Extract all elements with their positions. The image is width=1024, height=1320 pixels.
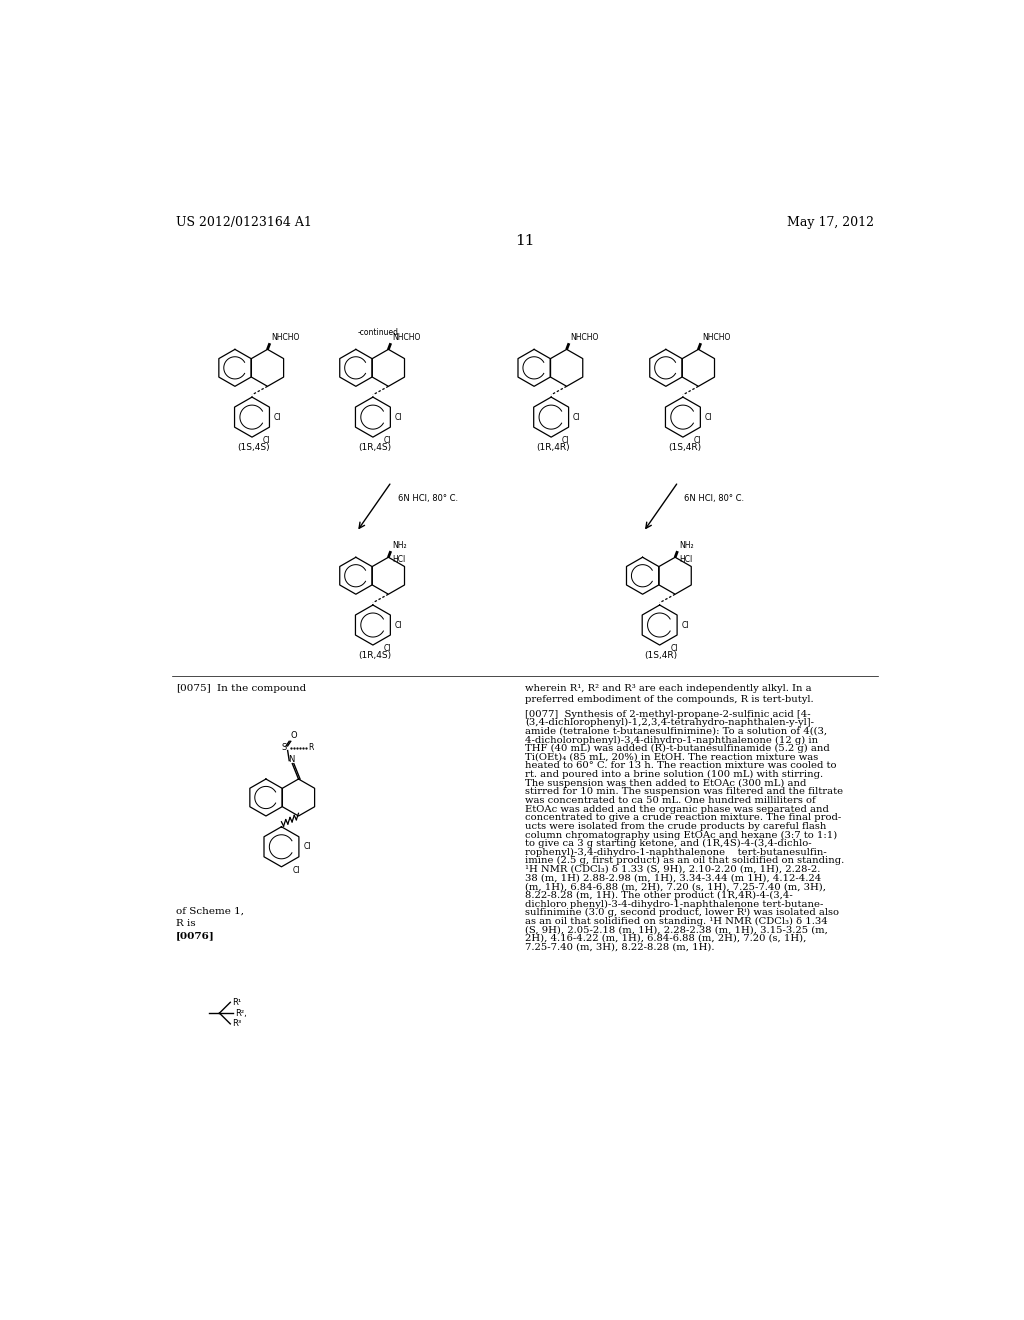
Text: sulfinimine (3.0 g, second product, lower Rⁱ) was isolated also: sulfinimine (3.0 g, second product, lowe…: [524, 908, 839, 917]
Text: was concentrated to ca 50 mL. One hundred milliliters of: was concentrated to ca 50 mL. One hundre…: [524, 796, 815, 805]
Text: as an oil that solidified on standing. ¹H NMR (CDCl₃) δ 1.34: as an oil that solidified on standing. ¹…: [524, 916, 827, 925]
Text: Ti(OEt)₄ (85 mL, 20%) in EtOH. The reaction mixture was: Ti(OEt)₄ (85 mL, 20%) in EtOH. The react…: [524, 752, 818, 762]
Text: Cl: Cl: [303, 842, 310, 851]
Text: THF (40 mL) was added (R)-t-butanesulfinamide (5.2 g) and: THF (40 mL) was added (R)-t-butanesulfin…: [524, 744, 829, 754]
Text: EtOAc was added and the organic phase was separated and: EtOAc was added and the organic phase wa…: [524, 805, 828, 813]
Text: Cl: Cl: [292, 866, 300, 875]
Text: HCl: HCl: [392, 554, 406, 564]
Text: [0075]: [0075]: [176, 684, 211, 693]
Text: R²,: R²,: [234, 1008, 247, 1018]
Text: Cl: Cl: [394, 620, 402, 630]
Text: 6N HCl, 80° C.: 6N HCl, 80° C.: [397, 494, 458, 503]
Text: (m, 1H), 6.84-6.88 (m, 2H), 7.20 (s, 1H), 7.25-7.40 (m, 3H),: (m, 1H), 6.84-6.88 (m, 2H), 7.20 (s, 1H)…: [524, 882, 825, 891]
Text: S: S: [282, 743, 287, 752]
Text: Cl: Cl: [572, 413, 581, 421]
Text: Cl: Cl: [681, 620, 689, 630]
Text: Cl: Cl: [273, 413, 282, 421]
Text: R¹: R¹: [231, 998, 241, 1007]
Text: 8.22-8.28 (m, 1H). The other product (1R,4R)-4-(3,4-: 8.22-8.28 (m, 1H). The other product (1R…: [524, 891, 793, 900]
Text: 4-dicholorophenyl)-3,4-dihydro-1-naphthalenone (12 g) in: 4-dicholorophenyl)-3,4-dihydro-1-naphtha…: [524, 735, 818, 744]
Text: In the compound: In the compound: [217, 684, 306, 693]
Text: -continued: -continued: [357, 329, 398, 337]
Text: (1R,4S): (1R,4S): [357, 651, 391, 660]
Text: ucts were isolated from the crude products by careful flash: ucts were isolated from the crude produc…: [524, 822, 826, 830]
Text: 2H), 4.16-4.22 (m, 1H), 6.84-6.88 (m, 2H), 7.20 (s, 1H),: 2H), 4.16-4.22 (m, 1H), 6.84-6.88 (m, 2H…: [524, 935, 806, 942]
Text: [0076]: [0076]: [176, 932, 215, 940]
Text: dichloro phenyl)-3-4-dihydro-1-naphthalenone tert-butane-: dichloro phenyl)-3-4-dihydro-1-naphthale…: [524, 899, 823, 908]
Text: Cl: Cl: [394, 413, 402, 421]
Text: R: R: [308, 743, 313, 752]
Text: NHCHO: NHCHO: [392, 334, 421, 342]
Text: Cl: Cl: [562, 436, 569, 445]
Text: (1S,4R): (1S,4R): [645, 651, 678, 660]
Text: to give ca 3 g starting ketone, and (1R,4S)-4-(3,4-dichlo-: to give ca 3 g starting ketone, and (1R,…: [524, 840, 811, 849]
Text: Cl: Cl: [384, 436, 391, 445]
Text: NHCHO: NHCHO: [702, 334, 731, 342]
Text: 38 (m, 1H) 2.88-2.98 (m, 1H), 3.34-3.44 (m 1H), 4.12-4.24: 38 (m, 1H) 2.88-2.98 (m, 1H), 3.34-3.44 …: [524, 874, 821, 883]
Text: NH₂: NH₂: [679, 541, 693, 549]
Text: (1R,4S): (1R,4S): [357, 444, 391, 453]
Text: Cl: Cl: [693, 436, 701, 445]
Text: [0077]  Synthesis of 2-methyl-propane-2-sulfinic acid [4-: [0077] Synthesis of 2-methyl-propane-2-s…: [524, 710, 810, 718]
Text: ¹H NMR (CDCl₃) δ 1.33 (S, 9H), 2.10-2.20 (m, 1H), 2.28-2.: ¹H NMR (CDCl₃) δ 1.33 (S, 9H), 2.10-2.20…: [524, 865, 820, 874]
Text: NH₂: NH₂: [392, 541, 407, 549]
Text: imine (2.5 g, first product) as an oil that solidified on standing.: imine (2.5 g, first product) as an oil t…: [524, 857, 844, 866]
Text: (3,4-dichlorophenyl)-1,2,3,4-tetrahydro-naphthalen-y-yl]-: (3,4-dichlorophenyl)-1,2,3,4-tetrahydro-…: [524, 718, 814, 727]
Text: 7.25-7.40 (m, 3H), 8.22-8.28 (m, 1H).: 7.25-7.40 (m, 3H), 8.22-8.28 (m, 1H).: [524, 942, 715, 952]
Text: NHCHO: NHCHO: [570, 334, 599, 342]
Text: Cl: Cl: [384, 644, 391, 653]
Text: Cl: Cl: [671, 644, 678, 653]
Text: R is: R is: [176, 919, 196, 928]
Text: 11: 11: [515, 234, 535, 248]
Text: (1S,4R): (1S,4R): [668, 444, 701, 453]
Text: concentrated to give a crude reaction mixture. The final prod-: concentrated to give a crude reaction mi…: [524, 813, 841, 822]
Text: amide (tetralone t-butanesulfinimine): To a solution of 4((3,: amide (tetralone t-butanesulfinimine): T…: [524, 727, 827, 737]
Text: N: N: [288, 755, 294, 764]
Text: O: O: [291, 731, 297, 741]
Text: Cl: Cl: [705, 413, 712, 421]
Text: (S, 9H), 2.05-2.18 (m, 1H), 2.28-2.38 (m, 1H), 3.15-3.25 (m,: (S, 9H), 2.05-2.18 (m, 1H), 2.28-2.38 (m…: [524, 925, 827, 935]
Text: rophenyl)-3,4-dihydro-1-naphthalenone    tert-butanesulfin-: rophenyl)-3,4-dihydro-1-naphthalenone te…: [524, 847, 826, 857]
Text: wherein R¹, R² and R³ are each independently alkyl. In a
preferred embodiment of: wherein R¹, R² and R³ are each independe…: [524, 684, 813, 705]
Text: 6N HCl, 80° C.: 6N HCl, 80° C.: [684, 494, 744, 503]
Text: stirred for 10 min. The suspension was filtered and the filtrate: stirred for 10 min. The suspension was f…: [524, 787, 843, 796]
Text: heated to 60° C. for 13 h. The reaction mixture was cooled to: heated to 60° C. for 13 h. The reaction …: [524, 762, 837, 771]
Text: of Scheme 1,: of Scheme 1,: [176, 907, 244, 916]
Text: (1R,4R): (1R,4R): [536, 444, 569, 453]
Text: NHCHO: NHCHO: [271, 334, 300, 342]
Text: (1S,4S): (1S,4S): [238, 444, 270, 453]
Text: column chromatography using EtOAc and hexane (3:7 to 1:1): column chromatography using EtOAc and he…: [524, 830, 837, 840]
Text: The suspension was then added to EtOAc (300 mL) and: The suspension was then added to EtOAc (…: [524, 779, 806, 788]
Text: May 17, 2012: May 17, 2012: [786, 216, 873, 230]
Text: R³: R³: [231, 1019, 241, 1028]
Text: rt. and poured into a brine solution (100 mL) with stirring.: rt. and poured into a brine solution (10…: [524, 770, 823, 779]
Text: HCl: HCl: [679, 554, 692, 564]
Text: Cl: Cl: [263, 436, 270, 445]
Text: US 2012/0123164 A1: US 2012/0123164 A1: [176, 216, 312, 230]
